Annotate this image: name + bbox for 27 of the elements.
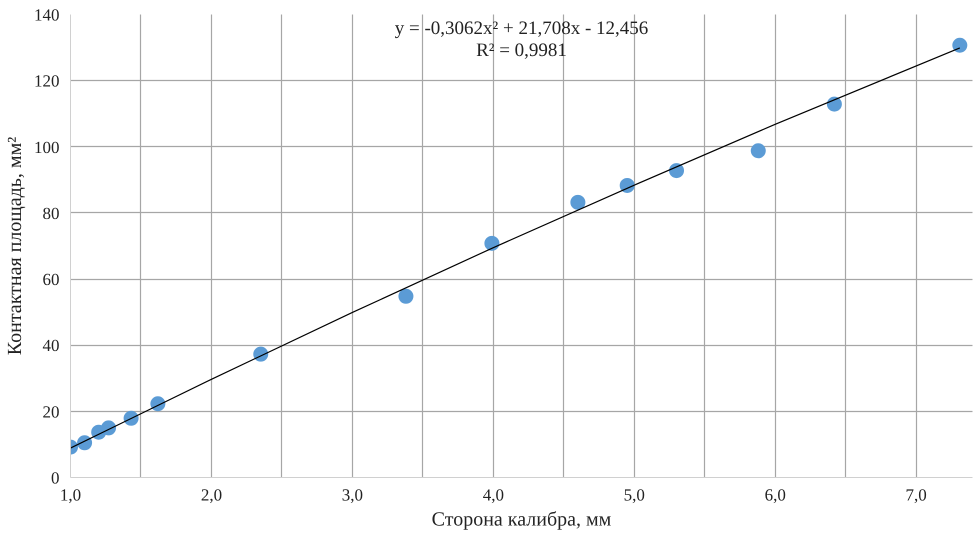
y-tick-label: 40 [42,336,60,356]
point [826,96,842,112]
point [750,143,766,158]
point [398,288,414,304]
y-tick-label: 140 [34,6,60,24]
point [484,236,500,251]
x-tick-label: 4,0 [482,486,504,504]
point [669,163,684,178]
y-tick-label: 100 [34,138,60,157]
point [952,38,968,53]
x-tick-label: 7,0 [906,486,927,504]
point [570,194,586,210]
annotation: y = -0,3062x² + 21,708x - 12,456 [394,18,648,39]
y-tick-label: 0 [51,468,60,488]
y-axis-title: Контактная площадь, мм² [4,136,26,356]
y-tick-label: 120 [34,72,60,91]
x-tick-label: 1,0 [60,486,82,504]
x-tick-label: 5,0 [624,486,645,504]
x-tick-label: 2,0 [200,486,222,504]
y-tick-label: 80 [42,204,60,223]
x-axis-title: Сторона калибра, мм [432,508,612,530]
x-tick-label: 6,0 [764,486,786,504]
point [620,178,635,193]
y-tick-label: 60 [42,270,60,290]
annotation: R² = 0,9981 [476,40,567,61]
x-tick-label: 3,0 [342,486,363,504]
y-tick-label: 20 [42,402,60,422]
